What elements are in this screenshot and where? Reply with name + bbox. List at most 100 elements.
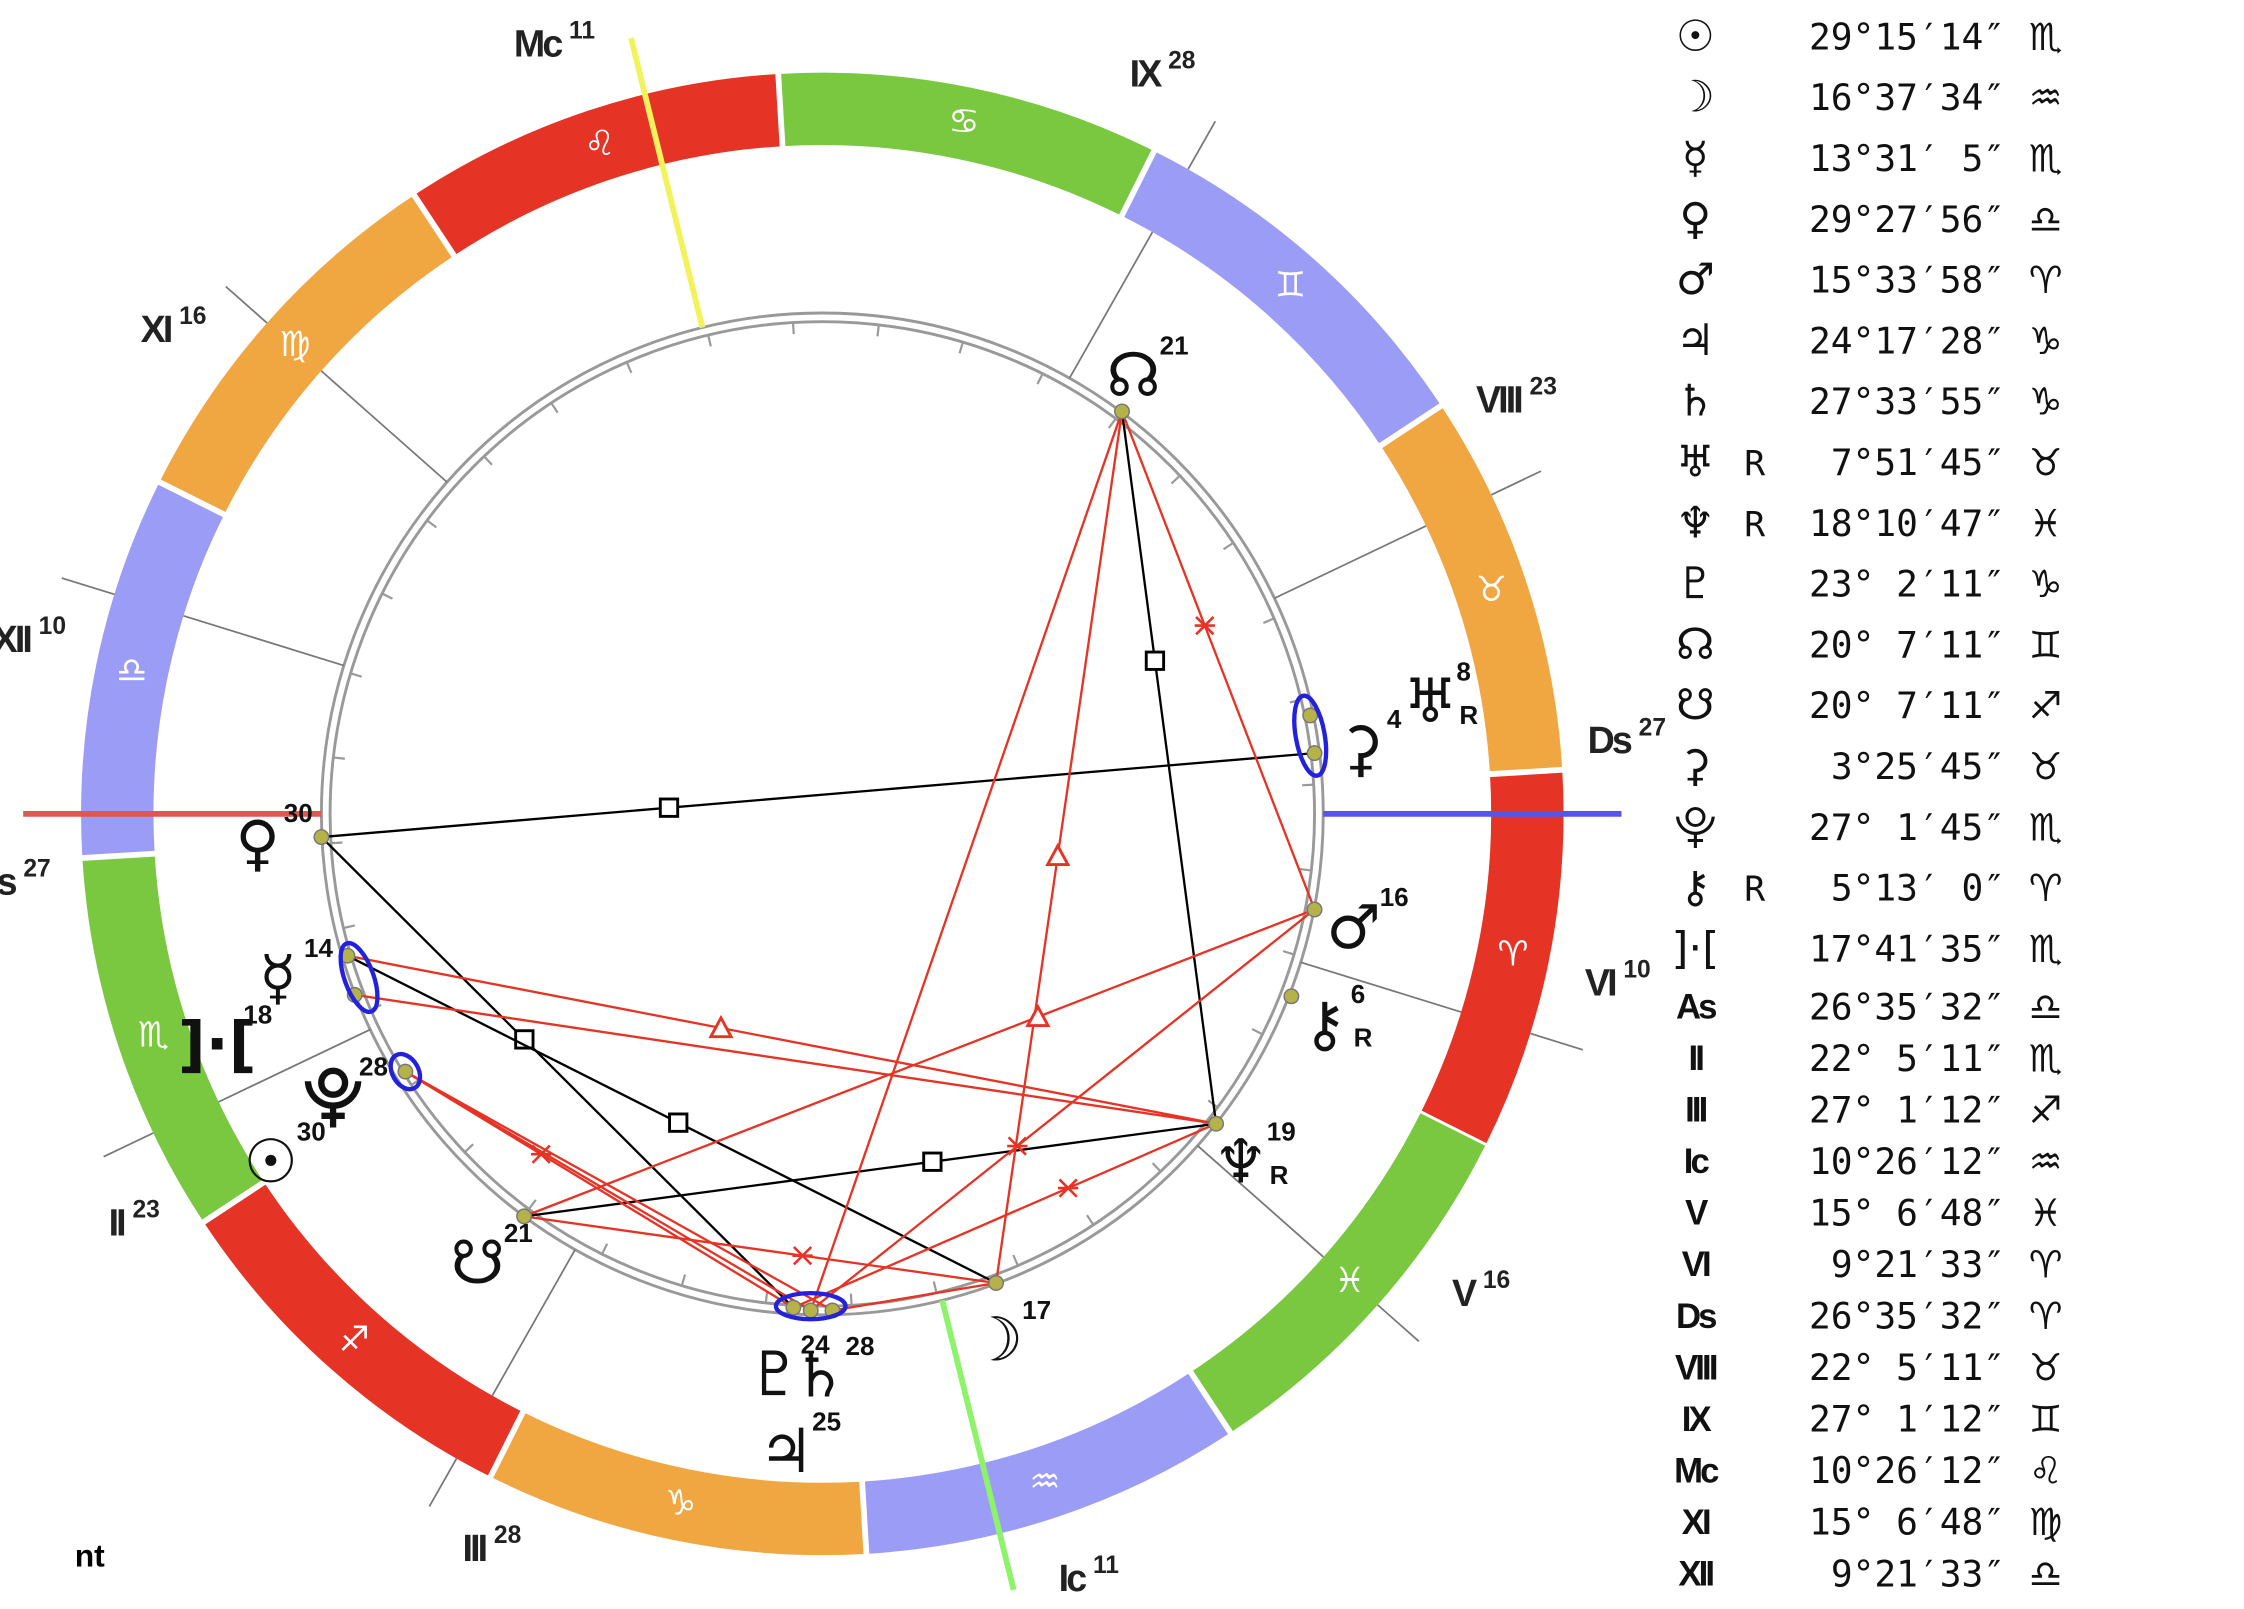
row-glyph: ♇ [1676,559,1715,609]
house-cusp [491,1249,576,1397]
degree-tick [764,1291,769,1304]
row-glyph: V [1685,1195,1708,1233]
planet-dot [1283,988,1300,1005]
row-glyph: ☊ [1676,620,1715,670]
conjunction-marker [1292,693,1329,778]
house-cusp [1530,1032,1584,1051]
row-position: 15°33′58″ [1809,259,2005,302]
body-glyph: ♅ [1403,667,1458,737]
row-sign: ♐ [2029,684,2063,728]
row-sign: ♓ [2029,501,2063,545]
body-degree: 21 [504,1218,533,1248]
house-label: V [1452,1272,1477,1314]
degree-tick [333,756,345,760]
row-sign: ♒ [2029,76,2063,120]
body-glyph: ♀ [235,809,280,879]
body-retrograde: R [1270,1160,1289,1190]
row-retrograde: R [1744,505,1765,545]
aspect-symbol [1007,1136,1028,1156]
degree-tick [381,592,393,600]
zodiac-divider [1486,766,1566,778]
row-glyph: ⚳ [1679,742,1711,792]
row-position: 9°21′33″ [1831,1243,2005,1286]
row-position: 15° 6′48″ [1809,1192,2005,1235]
row-sign: ♉ [2029,441,2063,485]
house-label: IX [1130,53,1163,95]
house-label: II [109,1201,125,1243]
degree-tick [849,1293,853,1306]
aspect-symbol [792,1246,813,1266]
aspect-line [809,411,1124,1311]
body-glyph: ♃ [759,1417,814,1487]
house-degree: 16 [1483,1267,1510,1294]
aspect-line [404,1070,812,1312]
body-glyph: ☽ [969,1305,1024,1375]
house-degree: 27 [1639,714,1666,741]
row-glyph: ♀ [1679,194,1711,244]
body-glyph: ♆ [1213,1127,1268,1197]
zodiac-segment [1190,1113,1486,1433]
body-degree: 30 [297,1117,326,1147]
zodiac-glyph: ♓ [1334,1261,1365,1301]
house-label: VIII [1476,378,1521,420]
aspect-line [523,1215,997,1285]
degree-tick [1262,617,1275,624]
row-sign: ♎ [2029,1552,2063,1596]
conjunction-marker [388,1051,423,1092]
aspect-symbol [658,797,680,818]
degree-tick [625,361,633,374]
planet-dot [1208,1115,1225,1132]
degree-tick [1086,1214,1095,1226]
planet-dot [516,1208,533,1225]
row-position: 26°35′32″ [1809,985,2005,1028]
zodiac-divider [859,1478,870,1557]
axis-line [628,37,706,329]
degree-tick [1036,373,1044,385]
planet-dot [397,1063,414,1080]
zodiac-divider [1117,147,1158,220]
row-glyph: ☿ [1682,133,1709,183]
row-position: 29°15′14″ [1809,15,2005,58]
aspect-line [1120,411,1218,1124]
row-sign: ♏ [2029,927,2063,971]
row-retrograde: R [1744,444,1765,484]
row-position: 16°37′34″ [1809,76,2005,119]
body-degree: 30 [284,798,313,828]
row-position: 15° 6′48″ [1809,1501,2005,1544]
body-degree: 4 [1387,704,1402,734]
footer-text: nt [75,1537,105,1573]
row-glyph: ♂ [1676,255,1715,305]
degree-tick [601,1243,609,1255]
body-glyph: ☿ [259,943,296,1013]
zodiac-segment [862,1372,1231,1554]
planet-dot [1306,745,1323,762]
planet-dot [1302,707,1319,724]
planet-dot [313,829,330,846]
house-label: XI [141,308,171,350]
house-degree: 27 [23,856,50,883]
degree-tick [463,1143,474,1153]
zodiac-segment [81,482,225,858]
house-cusp [320,370,448,483]
row-glyph: ♆ [1676,498,1715,548]
row-glyph: XII [1678,1555,1713,1593]
row-position: 10°26′12″ [1809,1449,2005,1492]
row-sign: ♒ [2029,1139,2063,1183]
axis-line [939,1299,1017,1591]
row-sign: ♊ [2029,1397,2063,1441]
row-position: 29°27′56″ [1809,198,2005,241]
house-degree: 23 [132,1196,159,1223]
body-degree: 28 [845,1331,874,1361]
body-glyph: ⚷ [1302,990,1347,1060]
house-cusp [218,1028,371,1103]
aspect-line [320,836,795,1309]
row-glyph: ☽ [1676,73,1715,123]
row-sign: ♍ [2029,1500,2063,1544]
house-degree: 11 [569,18,595,45]
row-sign: ♉ [2029,745,2063,789]
body-retrograde: R [1459,700,1478,730]
row-position: 26°35′32″ [1809,1295,2005,1338]
aspect-line [832,1281,997,1312]
